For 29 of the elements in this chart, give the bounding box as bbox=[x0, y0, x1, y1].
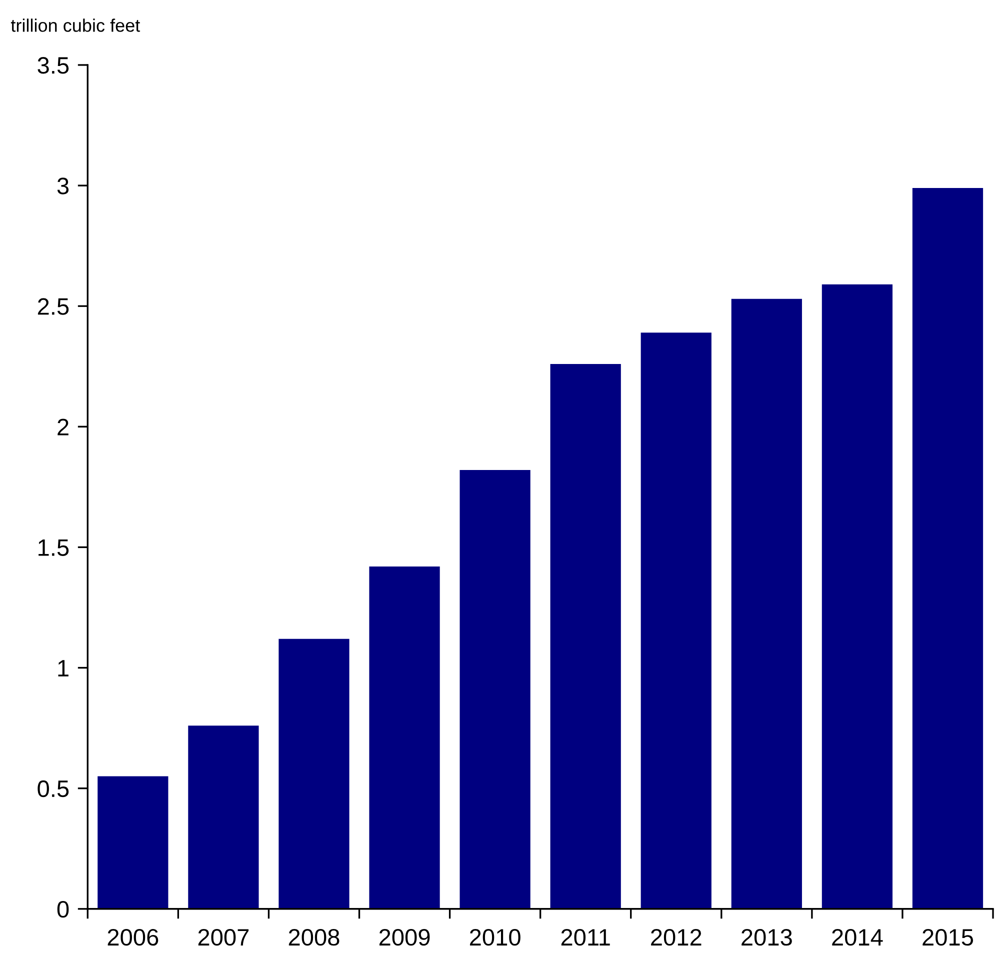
x-tick-label: 2014 bbox=[832, 928, 883, 946]
x-tick-label: 2007 bbox=[198, 928, 249, 946]
y-tick-label: 2.5 bbox=[38, 298, 69, 315]
bar bbox=[278, 638, 350, 909]
x-tick-label: 2015 bbox=[922, 928, 974, 946]
x-tick-label: 2009 bbox=[379, 928, 430, 946]
bar bbox=[731, 298, 802, 909]
y-tick-label: 3.5 bbox=[38, 57, 69, 74]
x-tick-label: 2010 bbox=[470, 928, 520, 946]
x-tick-label: 2012 bbox=[651, 928, 702, 946]
bar bbox=[912, 188, 984, 909]
x-tick-label: 2013 bbox=[742, 928, 792, 946]
y-tick-label: 0 bbox=[57, 900, 69, 918]
bar bbox=[550, 364, 621, 909]
y-axis-title: trillion cubic feet bbox=[10, 18, 140, 32]
bar bbox=[822, 284, 893, 909]
bar bbox=[98, 776, 168, 909]
y-tick-label: 1 bbox=[58, 660, 68, 676]
x-tick-label: 2011 bbox=[561, 928, 610, 946]
x-tick-label: 2006 bbox=[108, 928, 158, 946]
y-tick-label: 2 bbox=[58, 418, 68, 436]
y-tick-label: 0.5 bbox=[38, 780, 69, 798]
bar bbox=[640, 332, 712, 909]
bar bbox=[460, 470, 530, 909]
bar bbox=[188, 726, 259, 909]
y-tick-label: 3 bbox=[57, 178, 69, 194]
y-tick-label: 1.5 bbox=[38, 540, 69, 556]
x-tick-label: 2008 bbox=[288, 928, 340, 946]
bar bbox=[369, 566, 440, 909]
